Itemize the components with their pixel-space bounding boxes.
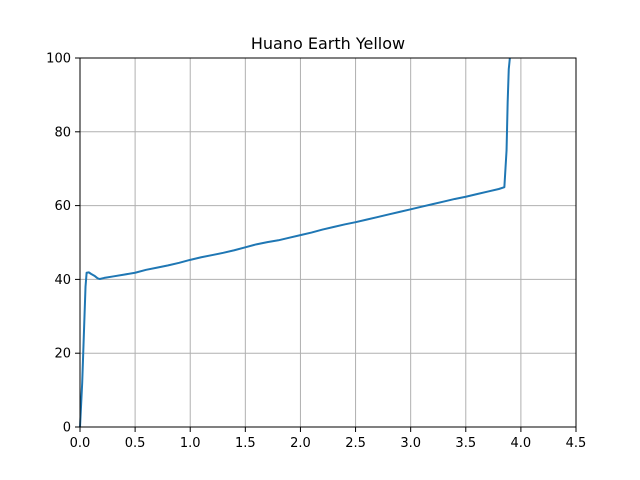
y-tick-label: 100	[46, 52, 71, 67]
x-tick-label: 3.5	[455, 436, 476, 451]
x-tick-label: 4.0	[511, 436, 532, 451]
x-tick-label: 2.5	[345, 436, 366, 451]
series-line	[79, 57, 511, 428]
x-tick-label: 3.0	[400, 436, 421, 451]
y-tick-label: 80	[54, 125, 71, 140]
x-tick-label: 2.0	[290, 436, 311, 451]
y-tick-label: 60	[54, 199, 71, 214]
y-axis: 0 20 40 60 80 100	[46, 52, 80, 436]
plot-frame	[79, 57, 577, 428]
chart-title: Huano Earth Yellow	[251, 34, 405, 53]
x-tick-label: 1.5	[235, 436, 256, 451]
x-tick-label: 4.5	[566, 436, 587, 451]
y-tick-label: 0	[63, 421, 71, 436]
x-tick-label: 0.5	[125, 436, 146, 451]
series-layer	[79, 57, 511, 428]
x-axis: 0.0 0.5 1.0 1.5 2.0 2.5 3.0 3.5 4.0 4.5	[70, 427, 587, 451]
x-tick-label: 1.0	[180, 436, 201, 451]
grid	[79, 57, 577, 428]
x-tick-label: 0.0	[70, 436, 91, 451]
y-tick-label: 40	[54, 273, 71, 288]
y-tick-label: 20	[54, 347, 71, 362]
